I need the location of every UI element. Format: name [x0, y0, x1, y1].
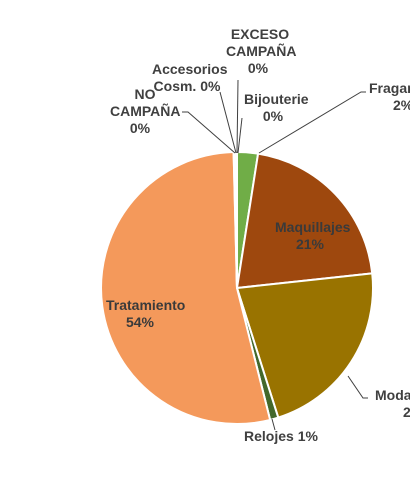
- data-label-exceso-pct: 0%: [247, 60, 269, 76]
- data-label-tratamiento-name: Tratamiento: [106, 297, 186, 313]
- pie-slice-bijouterie: [235, 150, 238, 289]
- pie-slice-maquillajes: [236, 152, 374, 289]
- leader-line-accesorios: [219, 91, 237, 154]
- leader-line-moda: [347, 375, 368, 399]
- leader-line-no-campana: [182, 111, 236, 154]
- leader-line-fragancias: [258, 91, 366, 154]
- data-label-bijouterie-pct: 0%: [262, 108, 284, 124]
- data-label-exceso: EXCESO CAMPAÑA 0%: [226, 26, 297, 77]
- data-label-no-campana: NO CAMPAÑA 0%: [110, 86, 181, 137]
- data-label-moda-name: Moda: [375, 387, 410, 403]
- data-label-fragancias-pct: 2%: [393, 97, 410, 113]
- data-label-tratamiento-pct: 54%: [125, 314, 155, 330]
- data-label-relojes: Relojes 1%: [244, 428, 318, 445]
- data-label-bijouterie: Bijouterie 0%: [244, 91, 309, 125]
- data-label-accesorios: Accesorios Cosm. 0%: [152, 61, 228, 95]
- data-label-accesorios-line1: Accesorios: [152, 61, 228, 77]
- data-label-fragancias: Fragan 2%: [369, 80, 410, 114]
- data-label-accesorios-line2: Cosm. 0%: [153, 78, 221, 94]
- data-label-no-campana-line2: CAMPAÑA: [110, 103, 181, 119]
- leader-line-exceso: [236, 79, 239, 154]
- data-label-maquillajes-pct: 21%: [295, 236, 325, 252]
- pie-slice-tratamiento: [100, 151, 272, 425]
- data-label-moda: Moda 2: [375, 387, 410, 421]
- pie-slice-moda: [236, 272, 374, 419]
- data-label-no-campana-pct: 0%: [129, 120, 151, 136]
- data-label-maquillajes-name: Maquillajes: [275, 219, 351, 235]
- data-label-tratamiento: Tratamiento 54%: [106, 297, 186, 331]
- leader-line-bijouterie: [237, 117, 243, 154]
- data-label-fragancias-name: Fragan: [369, 80, 410, 96]
- data-label-exceso-line1: EXCESO: [230, 26, 290, 42]
- data-label-maquillajes: Maquillajes 21%: [275, 219, 351, 253]
- data-label-no-campana-line1: NO: [134, 86, 156, 102]
- data-label-exceso-line2: CAMPAÑA: [226, 43, 297, 59]
- leader-line-relojes: [271, 418, 276, 431]
- data-label-relojes-text: Relojes 1%: [244, 428, 318, 444]
- data-label-bijouterie-name: Bijouterie: [244, 91, 309, 107]
- data-label-moda-pct: 2: [403, 404, 410, 420]
